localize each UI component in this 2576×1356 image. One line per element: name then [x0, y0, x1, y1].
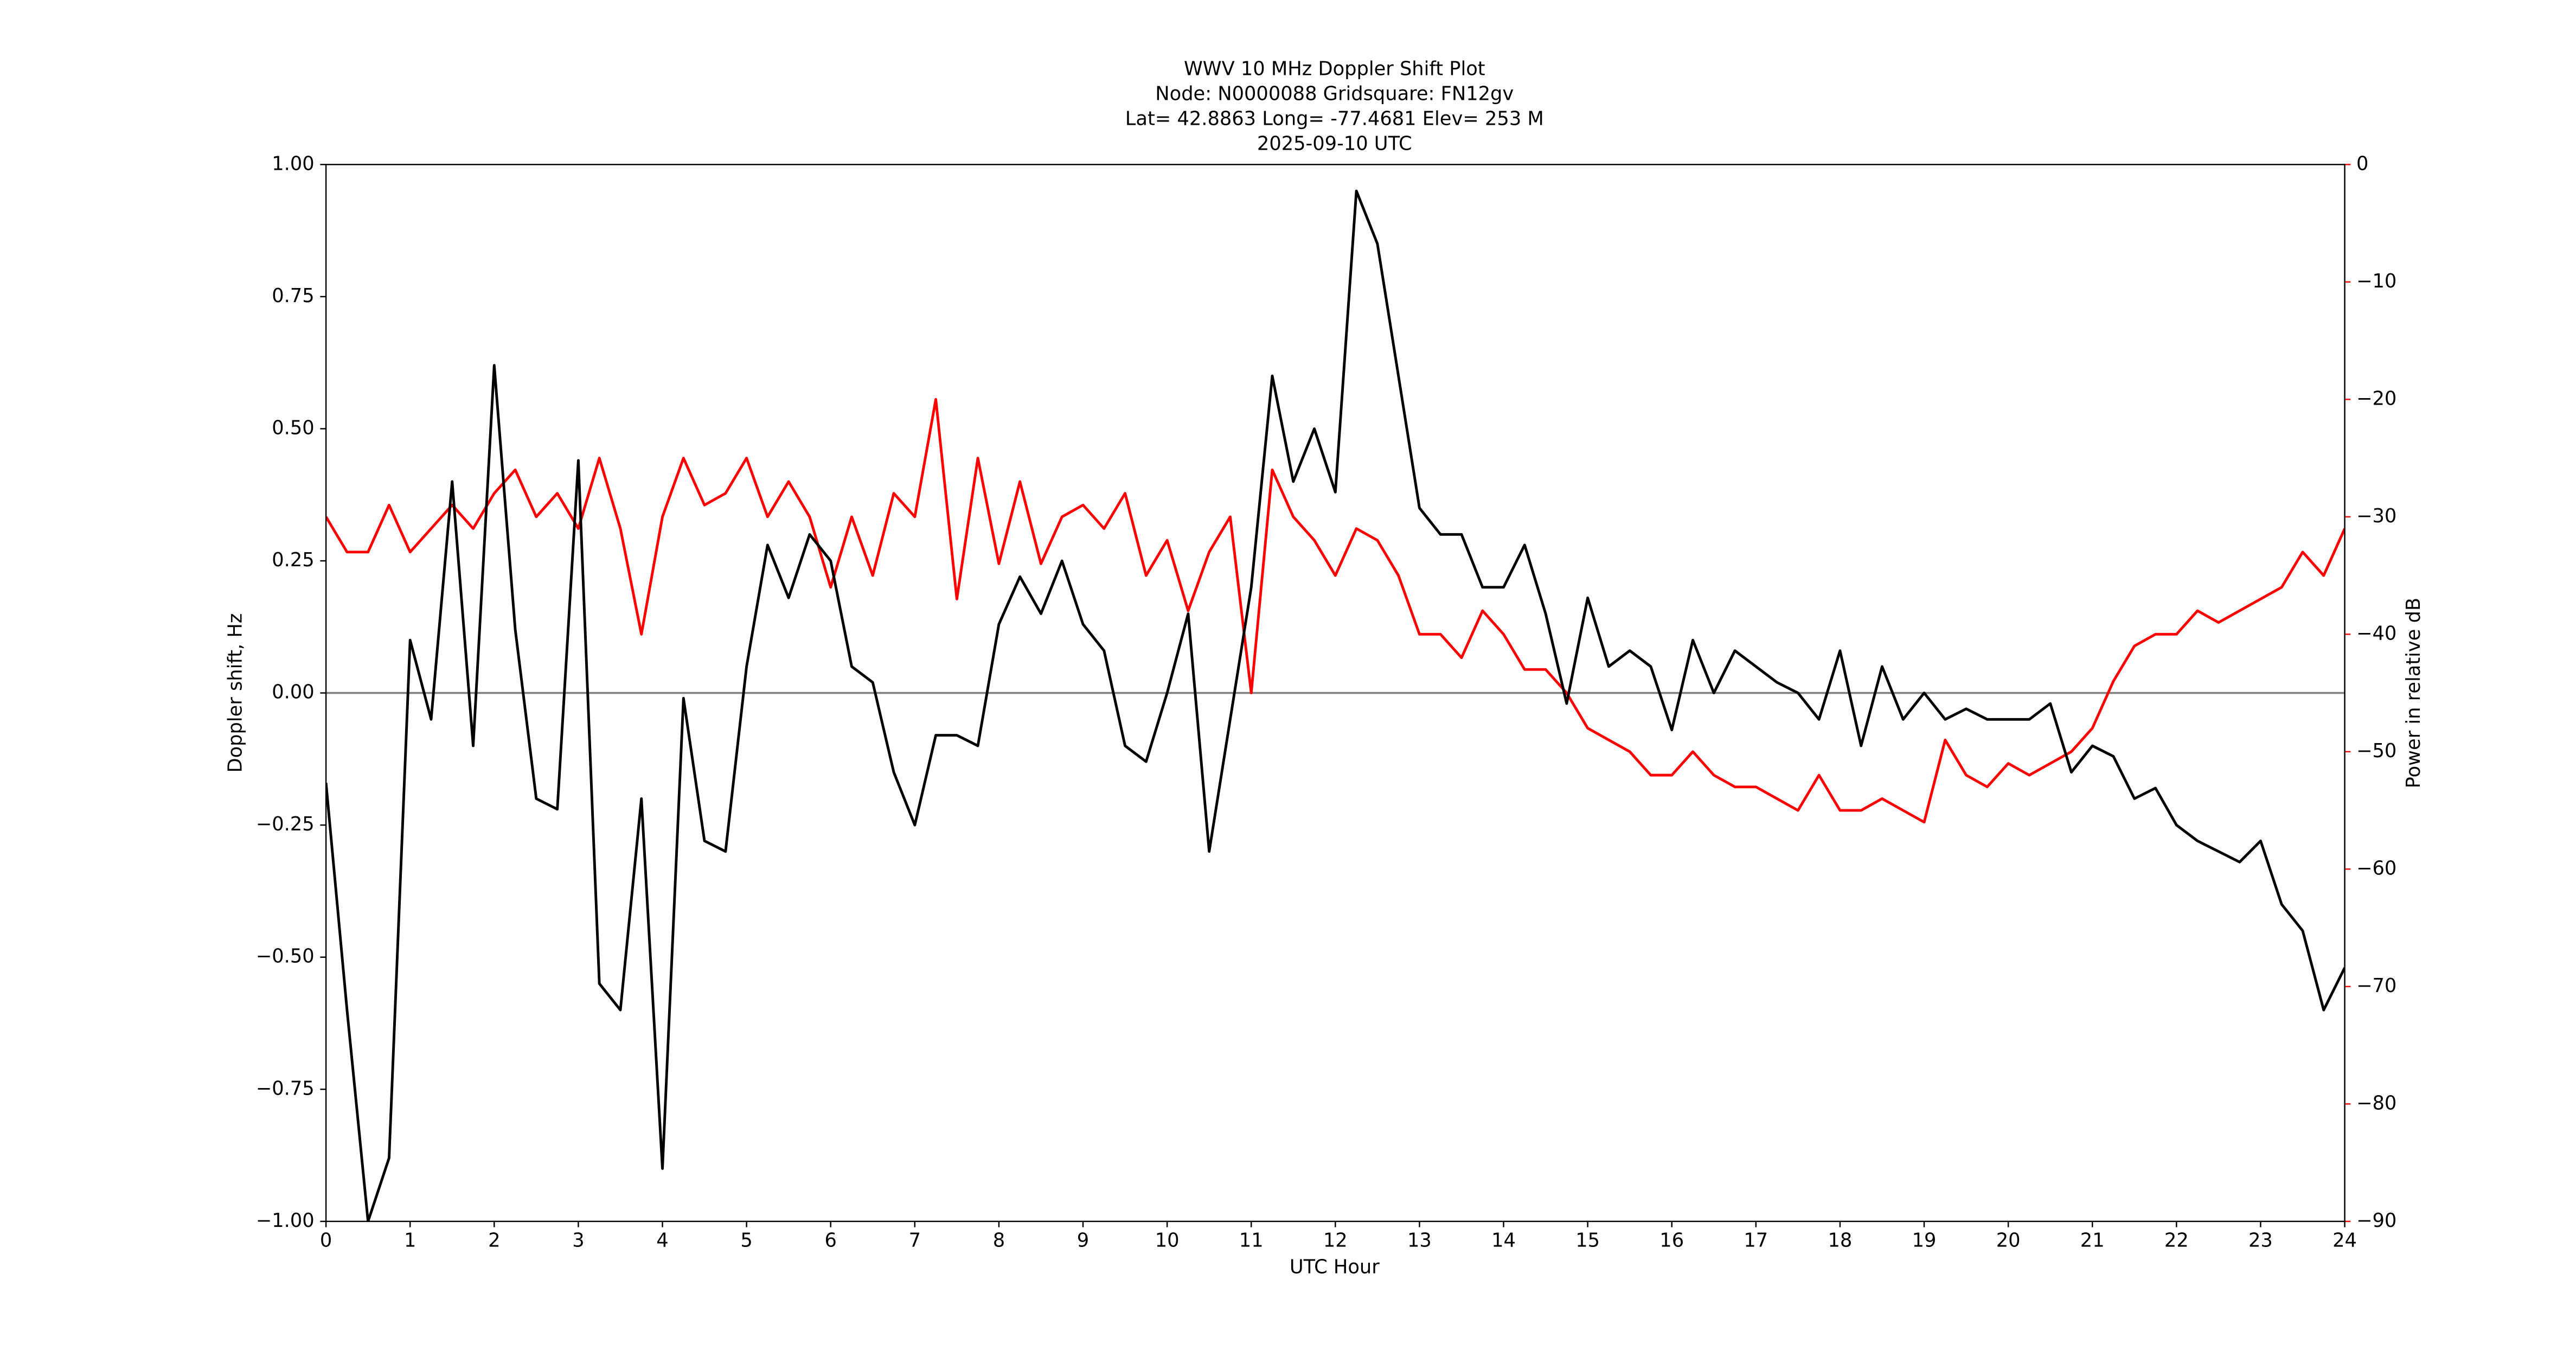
y2-tick-label: −60 [2356, 857, 2396, 879]
x-tick-label: 2 [488, 1230, 500, 1252]
x-tick-label: 16 [1659, 1230, 1684, 1252]
x-tick-label: 21 [2080, 1230, 2105, 1252]
plot-frame [325, 164, 2346, 1223]
y2-tick-label: 0 [2356, 152, 2368, 175]
chart-title: WWV 10 MHz Doppler Shift Plot [1184, 58, 1485, 80]
x-tick-label: 13 [1407, 1230, 1432, 1252]
x-tick-label: 8 [993, 1230, 1005, 1252]
y-tick-label: 1.00 [272, 152, 314, 175]
y-tick-label: −0.25 [256, 813, 315, 835]
y2-tick-label: −20 [2356, 387, 2396, 410]
data-line [326, 398, 2345, 824]
x-tick-label: 0 [320, 1230, 332, 1252]
x-tick-label: 14 [1491, 1230, 1516, 1252]
y2-tick-label: −30 [2356, 505, 2396, 527]
x-tick-label: 3 [572, 1230, 584, 1252]
y2-axis-label: Power in relative dB [2402, 598, 2425, 789]
y2-tick-label: −10 [2356, 270, 2396, 292]
x-tick-label: 22 [2164, 1230, 2189, 1252]
plot-area [326, 189, 2345, 1221]
x-tick-label: 6 [824, 1230, 836, 1252]
x-tick-label: 15 [1575, 1230, 1600, 1252]
x-tick-label: 1 [404, 1230, 416, 1252]
y2-tick-label: −90 [2356, 1210, 2396, 1232]
x-tick-label: 19 [1912, 1230, 1937, 1252]
x-tick-label: 17 [1744, 1230, 1768, 1252]
x-tick-label: 9 [1077, 1230, 1089, 1252]
y2-tick-label: −70 [2356, 975, 2396, 997]
x-tick-label: 11 [1239, 1230, 1264, 1252]
x-tick-label: 20 [1996, 1230, 2021, 1252]
data-line [326, 189, 2345, 1221]
y-tick-label: 0.75 [272, 285, 314, 307]
x-axis-label: UTC Hour [1290, 1256, 1380, 1278]
x-tick-label: 5 [740, 1230, 752, 1252]
x-tick-label: 24 [2333, 1230, 2357, 1252]
chart-subtitle: 2025-09-10 UTC [1257, 133, 1412, 155]
y-tick-label: 0.00 [272, 681, 314, 703]
x-tick-label: 12 [1323, 1230, 1348, 1252]
y-tick-label: −0.50 [256, 945, 315, 968]
x-tick-label: 23 [2248, 1230, 2273, 1252]
y2-tick-label: −80 [2356, 1092, 2396, 1114]
y-tick-label: 0.50 [272, 417, 314, 439]
y-tick-label: 0.25 [272, 549, 314, 571]
y-tick-label: −0.75 [256, 1077, 315, 1099]
chart-subtitle: Node: N0000088 Gridsquare: FN12gv [1155, 83, 1514, 105]
x-tick-label: 4 [656, 1230, 668, 1252]
y2-tick-label: −40 [2356, 622, 2396, 644]
y-tick-label: −1.00 [256, 1210, 315, 1232]
x-tick-label: 18 [1828, 1230, 1853, 1252]
chart-subtitle: Lat= 42.8863 Long= -77.4681 Elev= 253 M [1125, 108, 1544, 130]
y-axis-label: Doppler shift, Hz [225, 613, 247, 773]
y2-tick-label: −50 [2356, 740, 2396, 762]
x-tick-label: 10 [1155, 1230, 1180, 1252]
x-tick-label: 7 [909, 1230, 921, 1252]
